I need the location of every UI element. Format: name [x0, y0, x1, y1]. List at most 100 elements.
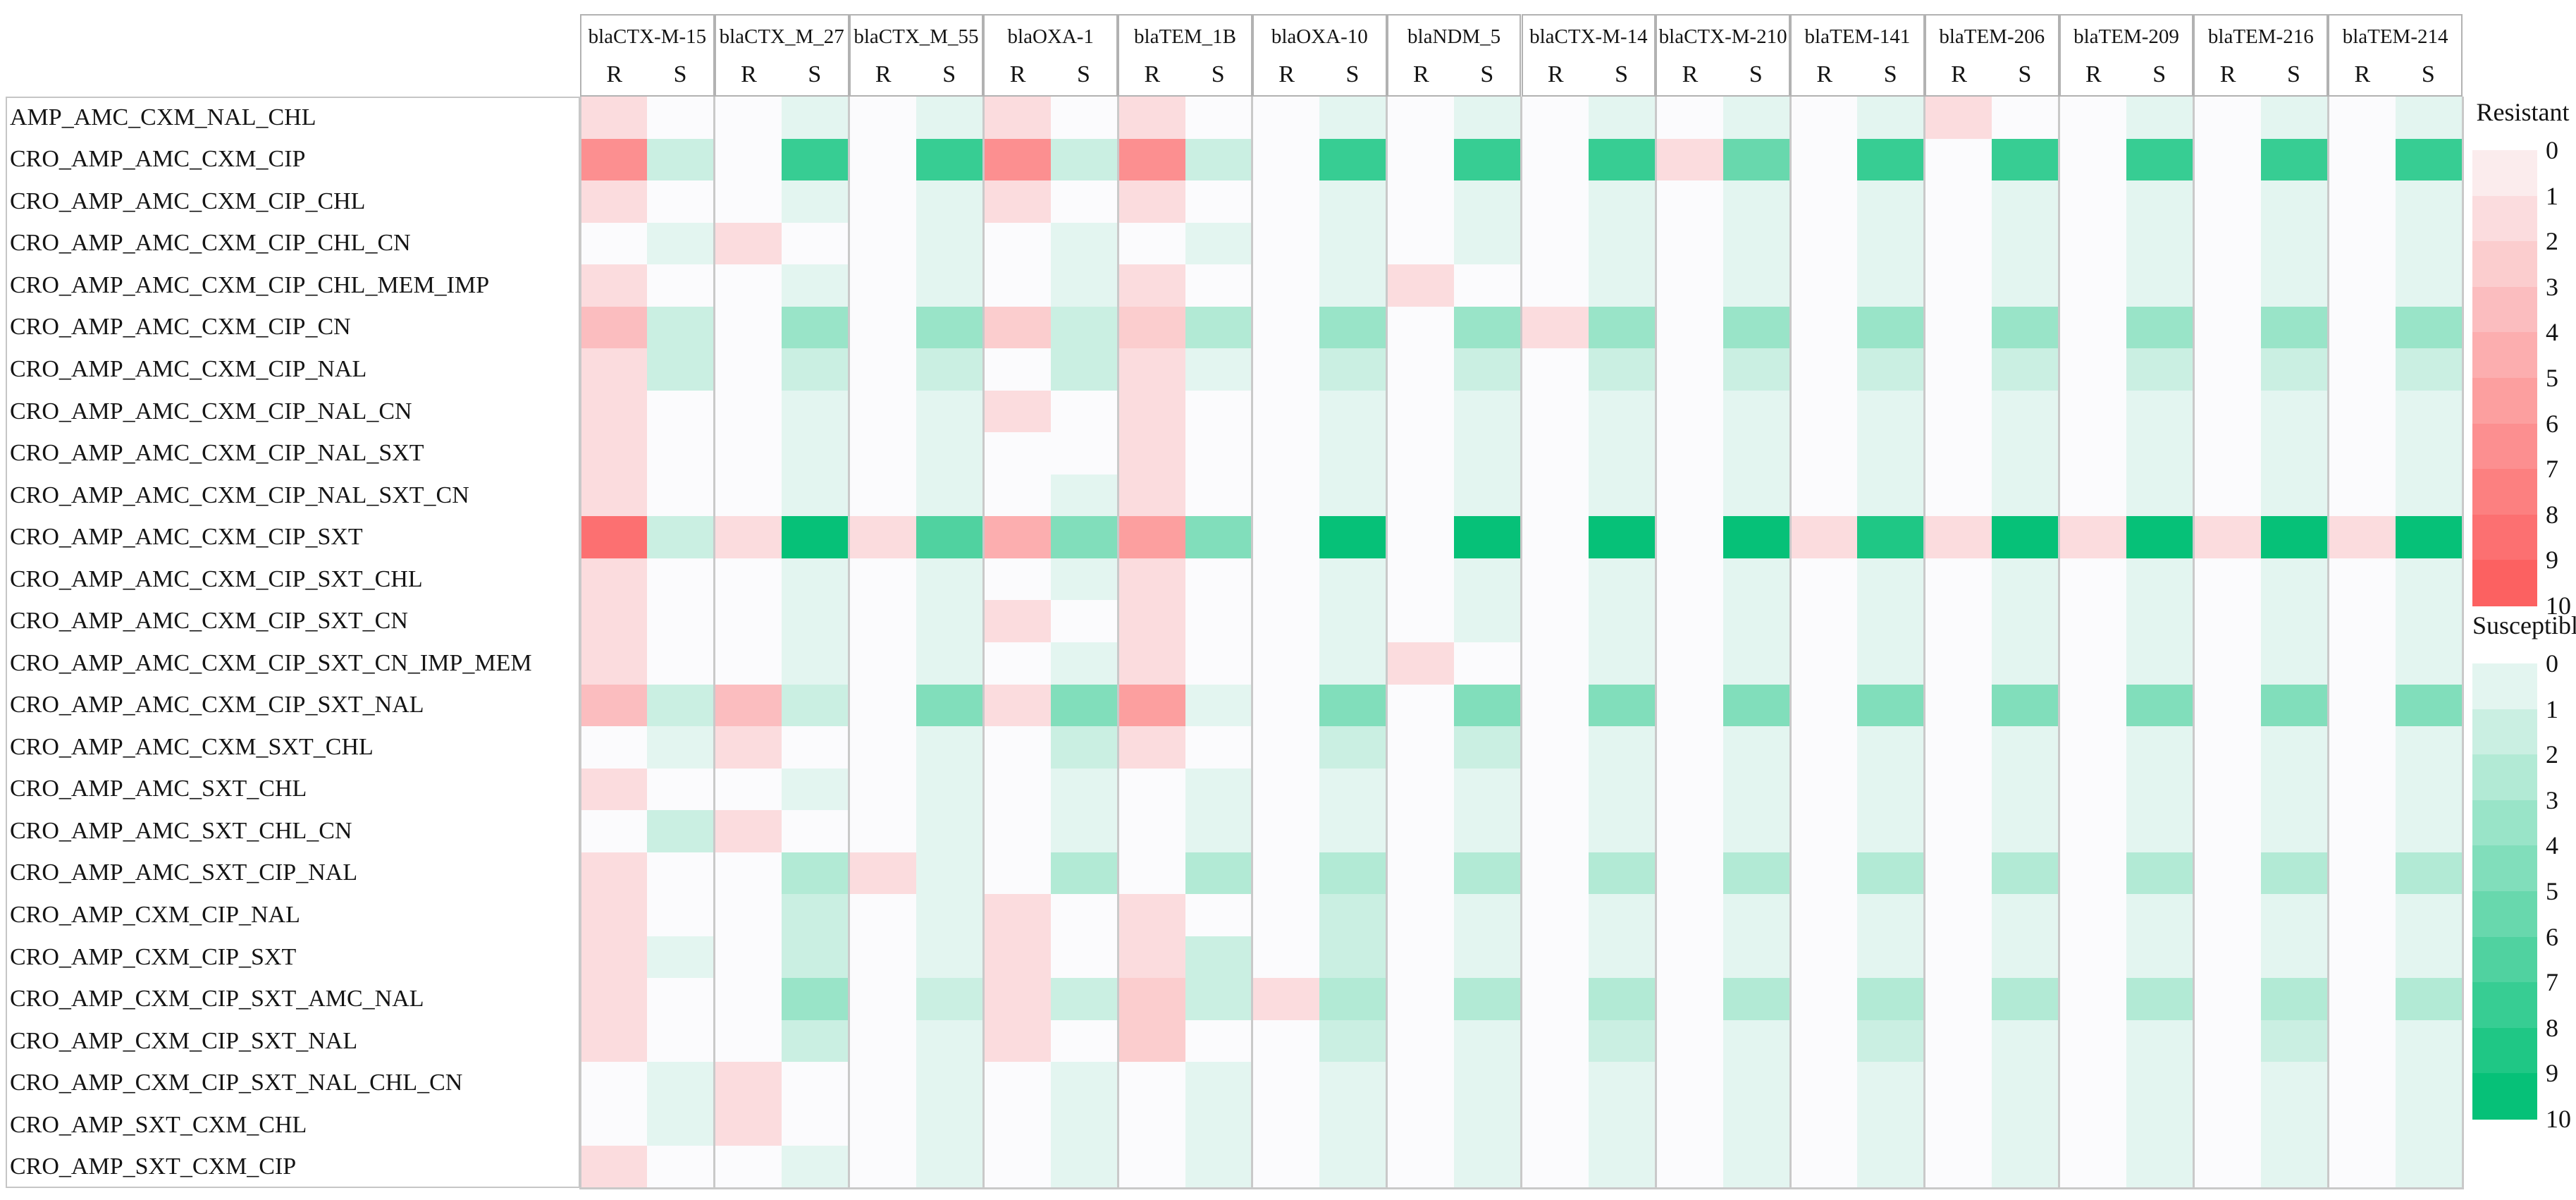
header-R-label: R — [741, 61, 757, 87]
heatmap-cell — [1992, 306, 2060, 349]
heatmap-cell — [983, 852, 1052, 895]
heatmap-cell — [1521, 432, 1589, 475]
heatmap-cell — [2126, 306, 2195, 349]
heatmap-cell — [1992, 432, 2060, 475]
heatmap-cell — [1588, 222, 1656, 265]
heatmap-cell — [1118, 138, 1186, 181]
heatmap-cell — [2126, 1062, 2195, 1105]
heatmap-cell — [1454, 600, 1522, 643]
heatmap-cell — [1319, 97, 1388, 140]
heatmap-cell — [2126, 726, 2195, 769]
heatmap-cell — [1723, 558, 1791, 601]
heatmap-cell — [647, 726, 715, 769]
heatmap-cell — [714, 474, 782, 517]
heatmap-cell — [2395, 264, 2463, 307]
heatmap-cell — [1588, 432, 1656, 475]
heatmap-cell — [580, 1146, 648, 1189]
heatmap-cell — [916, 936, 984, 979]
heatmap-cell — [1386, 1146, 1455, 1189]
heatmap-cell — [782, 138, 850, 181]
heatmap-cell — [647, 390, 715, 433]
heatmap-cell — [714, 726, 782, 769]
heatmap-cell — [1319, 474, 1388, 517]
heatmap-cell — [714, 264, 782, 307]
group-separator-line — [1654, 97, 1657, 1188]
heatmap-cell — [2059, 1146, 2127, 1189]
heatmap-cell — [2126, 894, 2195, 937]
heatmap-cell — [1386, 1020, 1455, 1063]
heatmap-cell — [714, 1020, 782, 1063]
heatmap-cell — [2193, 432, 2262, 475]
heatmap-cell — [1857, 432, 1925, 475]
heatmap-cell — [714, 222, 782, 265]
heatmap-cell — [2126, 97, 2195, 140]
heatmap-cell — [1319, 264, 1388, 307]
heatmap-cell — [1252, 390, 1320, 433]
heatmap-cell — [2126, 138, 2195, 181]
heatmap-cell — [1050, 600, 1118, 643]
heatmap-cell — [2193, 97, 2262, 140]
legend-color-block — [2472, 891, 2537, 938]
heatmap-cell — [2328, 558, 2396, 601]
heatmap-cell — [1319, 222, 1388, 265]
heatmap-cell — [1252, 936, 1320, 979]
heatmap-cell — [2193, 138, 2262, 181]
header-R-label: R — [1682, 61, 1699, 87]
heatmap-cell — [1185, 180, 1253, 224]
heatmap-cell — [2059, 474, 2127, 517]
heatmap-cell — [983, 306, 1052, 349]
heatmap-cell — [1790, 264, 1859, 307]
heatmap-cell — [849, 432, 917, 475]
heatmap-cell — [2059, 306, 2127, 349]
heatmap-cell — [1656, 264, 1724, 307]
header-R-label: R — [1009, 61, 1026, 87]
heatmap-cell — [2126, 810, 2195, 853]
header-R-label: R — [2354, 61, 2371, 87]
heatmap-cell — [1857, 600, 1925, 643]
heatmap-cell — [1252, 894, 1320, 937]
heatmap-cell — [2395, 390, 2463, 433]
heatmap-cell — [2328, 348, 2396, 391]
heatmap-cell — [647, 852, 715, 895]
heatmap-cell — [1992, 894, 2060, 937]
heatmap-cell — [849, 180, 917, 224]
gene-name-label: blaCTX-M-210 — [1658, 25, 1787, 48]
legend-tick-label: 6 — [2546, 409, 2558, 438]
heatmap-cell — [849, 264, 917, 307]
legend-color-block — [2472, 560, 2537, 606]
row-label: CRO_AMP_AMC_SXT_CIP_NAL — [10, 859, 358, 886]
heatmap-cell — [1723, 348, 1791, 391]
heatmap-cell — [580, 138, 648, 181]
heatmap-cell — [1252, 516, 1320, 559]
heatmap-cell — [983, 1020, 1052, 1063]
heatmap-cell — [2260, 138, 2329, 181]
heatmap-cell — [2193, 516, 2262, 559]
heatmap-cell — [1185, 810, 1253, 853]
heatmap-cell — [1656, 180, 1724, 224]
heatmap-cell — [2126, 474, 2195, 517]
legend-title-resistant: Resistant — [2476, 98, 2570, 126]
heatmap-cell — [1386, 558, 1455, 601]
heatmap-cell — [2193, 642, 2262, 685]
heatmap-cell — [1521, 138, 1589, 181]
row-label: CRO_AMP_SXT_CXM_CIP — [10, 1153, 297, 1180]
legend-tick-label: 3 — [2546, 785, 2558, 814]
heatmap-cell — [1118, 726, 1186, 769]
legend-tick-label: 2 — [2546, 227, 2558, 256]
heatmap-cell — [1521, 1103, 1589, 1147]
row-label: CRO_AMP_AMC_CXM_CIP_CN — [10, 314, 351, 341]
heatmap-cell — [1656, 432, 1724, 475]
row-label: CRO_AMP_AMC_CXM_CIP_NAL — [10, 355, 367, 382]
heatmap-cell — [1857, 726, 1925, 769]
heatmap-cell — [1454, 768, 1522, 811]
heatmap-cell — [1521, 264, 1589, 307]
heatmap-cell — [2395, 978, 2463, 1021]
heatmap-cell — [983, 642, 1052, 685]
legend-color-block — [2472, 150, 2537, 197]
heatmap-cell — [1185, 97, 1253, 140]
heatmap-cell — [1857, 1020, 1925, 1063]
heatmap-cell — [2328, 936, 2396, 979]
gene-name-label: blaOXA-1 — [1007, 25, 1094, 48]
heatmap-cell — [2395, 1062, 2463, 1105]
